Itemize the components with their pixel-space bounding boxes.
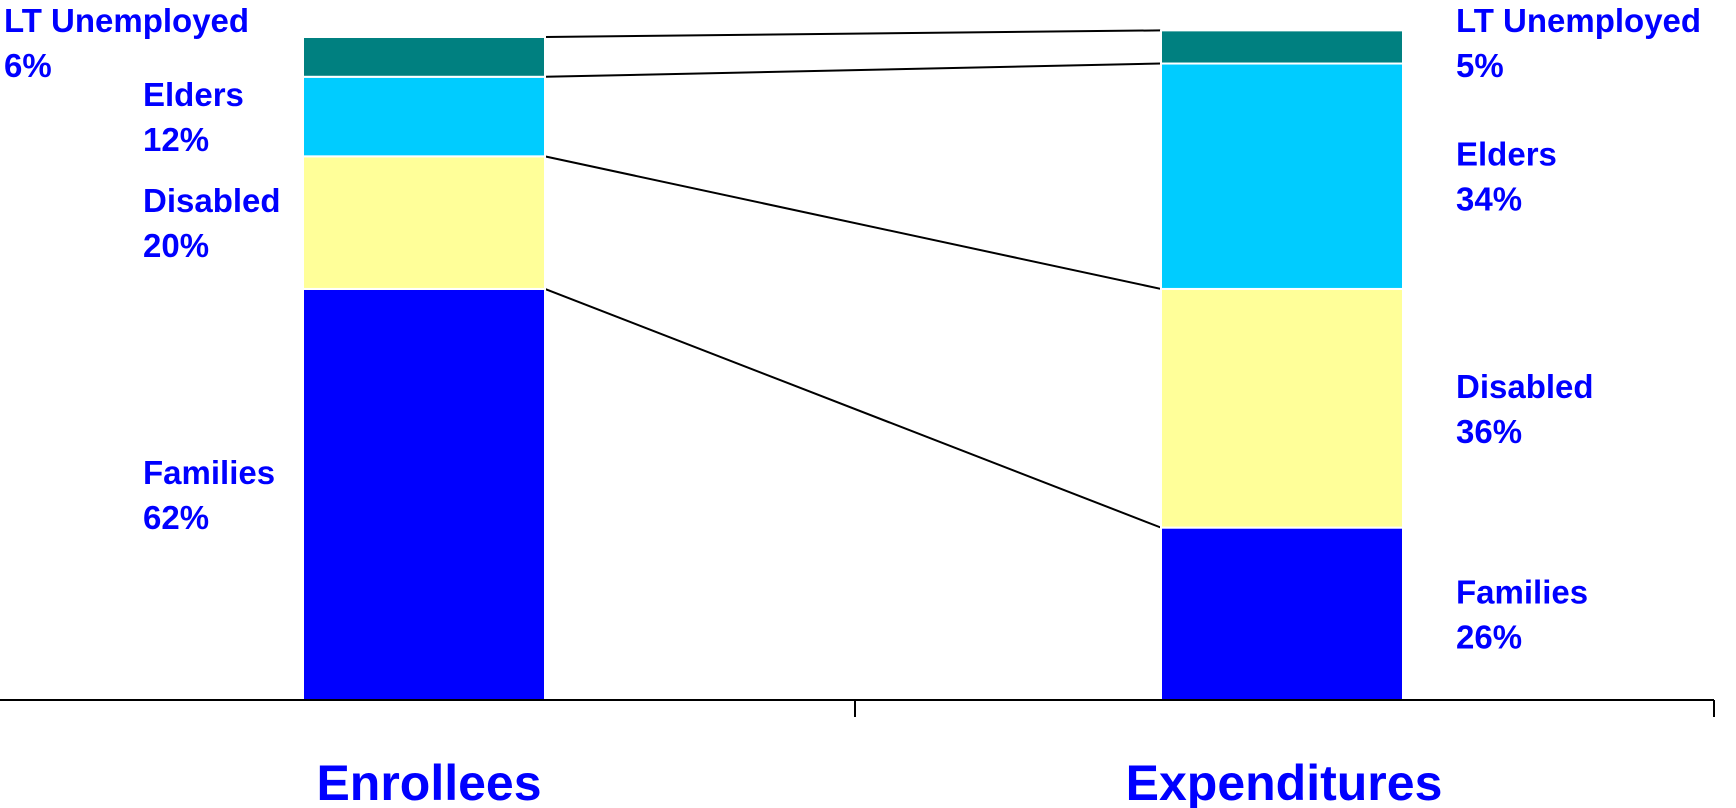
segment-value-enrollees-lt-unemployed: 6% [4,47,52,84]
segment-name-expenditures-elders: Elders [1456,136,1557,173]
segment-labels: Families 62% Disabled 20% Elders 12% LT Unempl… [4,2,1701,655]
category-label-expenditures: Expenditures [1126,755,1443,808]
bar-enrollees-elders [302,75,546,158]
bar-enrollees-lt-unemployed [302,36,546,78]
segment-value-enrollees-families: 62% [143,499,209,536]
segment-value-expenditures-families: 26% [1456,618,1522,655]
segment-value-enrollees-disabled: 20% [143,227,209,264]
segment-name-enrollees-elders: Elders [143,76,244,113]
bar-expenditures-disabled [1160,287,1404,529]
segment-name-expenditures-families: Families [1456,573,1588,610]
category-labels: Enrollees Expenditures [316,755,1442,808]
segment-value-expenditures-elders: 34% [1456,181,1522,218]
bar-expenditures-lt-unemployed [1160,29,1404,65]
segment-name-expenditures-lt-unemployed: LT Unemployed [1456,2,1701,39]
connector-elders [544,62,1162,78]
segment-value-enrollees-elders: 12% [143,121,209,158]
segment-value-expenditures-disabled: 36% [1456,413,1522,450]
bar-segments [302,29,1404,701]
connector-disabled [544,155,1162,290]
category-label-enrollees: Enrollees [316,755,541,808]
segment-name-expenditures-disabled: Disabled [1456,368,1594,405]
bar-enrollees-disabled [302,155,546,290]
x-axis [0,699,1715,717]
segment-name-enrollees-disabled: Disabled [143,182,281,219]
bar-expenditures-families [1160,526,1404,701]
bar-expenditures-elders [1160,62,1404,290]
connector-lines [544,29,1162,529]
connector-families [544,288,1162,529]
segment-value-expenditures-lt-unemployed: 5% [1456,47,1504,84]
connector-lt-unemployed [544,29,1162,38]
segment-name-enrollees-lt-unemployed: LT Unemployed [4,2,249,39]
bar-enrollees-families [302,287,546,701]
segment-name-enrollees-families: Families [143,454,275,491]
